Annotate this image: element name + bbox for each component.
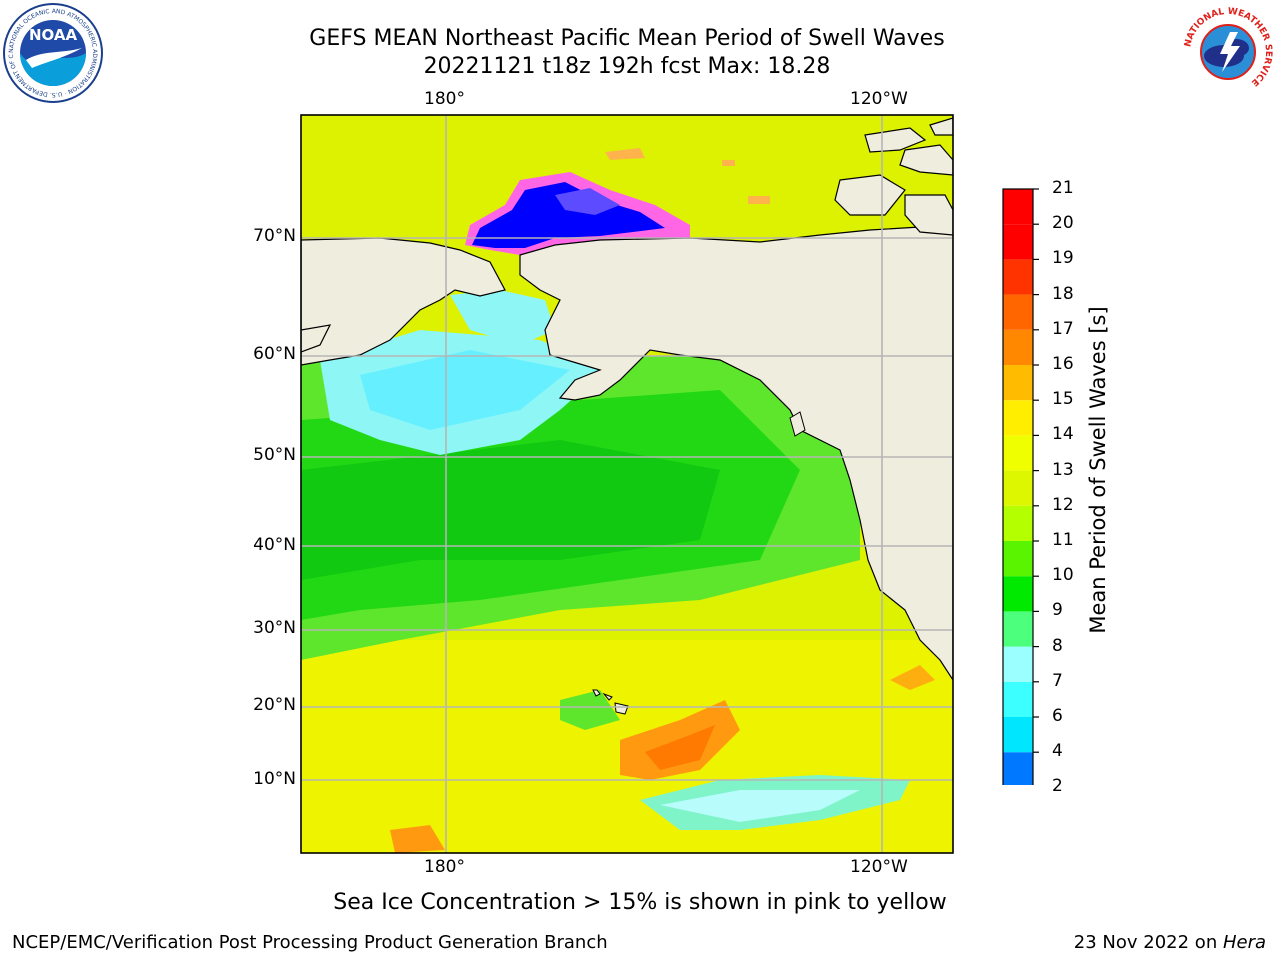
- colorbar-band: [1003, 470, 1033, 506]
- footer-date: 23 Nov 2022 on Hera: [1074, 932, 1266, 953]
- colorbar-tick-label: 15: [1052, 389, 1074, 410]
- colorbar-band: [1003, 329, 1033, 365]
- nws-logo: NATIONAL WEATHER SERVICE: [1178, 2, 1278, 106]
- colorbar-tick-label: 19: [1052, 248, 1074, 269]
- sea-ice-note: Sea Ice Concentration > 15% is shown in …: [333, 890, 947, 915]
- colorbar-band: [1003, 294, 1033, 330]
- colorbar-band: [1003, 752, 1033, 785]
- lon-label-top-120w: 120°W: [850, 89, 908, 109]
- colorbar-band: [1003, 400, 1033, 436]
- lat-label-70n: 70°N: [253, 226, 296, 246]
- colorbar-band: [1003, 717, 1033, 753]
- colorbar-tick-label: 9: [1052, 600, 1063, 621]
- colorbar-band: [1003, 505, 1033, 541]
- lat-label-40n: 40°N: [253, 535, 296, 555]
- colorbar-tick-label: 10: [1052, 565, 1074, 586]
- land-siberia: [301, 237, 506, 366]
- lon-label-bottom-180: 180°: [424, 857, 465, 877]
- map-frame: [300, 114, 954, 854]
- colorbar-tick-label: 13: [1052, 459, 1074, 480]
- colorbar-band: [1003, 259, 1033, 295]
- noaa-logo-text: NOAA: [29, 26, 78, 44]
- colorbar-band: [1003, 224, 1033, 260]
- colorbar-band: [1003, 646, 1033, 682]
- footer-host: Hera: [1222, 932, 1266, 953]
- footer-date-text: 23 Nov 2022 on: [1073, 932, 1223, 953]
- colorbar: [1002, 188, 1039, 785]
- colorbar-tick-label: 20: [1052, 213, 1074, 234]
- noaa-logo: NATIONAL OCEANIC AND ATMOSPHERIC ADMINIS…: [0, 0, 104, 108]
- colorbar-tick-label: 21: [1052, 178, 1074, 198]
- colorbar-band: [1003, 541, 1033, 577]
- arctic-low-period: [472, 182, 665, 248]
- land-hawaii: [592, 689, 601, 697]
- colorbar-band: [1003, 435, 1033, 471]
- lon-label-bottom-120w: 120°W: [850, 857, 908, 877]
- colorbar-band: [1003, 576, 1033, 612]
- lat-label-20n: 20°N: [253, 695, 296, 715]
- land-arctic-islands: [864, 127, 927, 153]
- lat-label-50n: 50°N: [253, 445, 296, 465]
- colorbar-band: [1003, 189, 1033, 225]
- colorbar-tick-label: 11: [1052, 530, 1074, 550]
- lon-label-top-180: 180°: [424, 89, 465, 109]
- footer-credit: NCEP/EMC/Verification Post Processing Pr…: [12, 932, 608, 953]
- colorbar-label: Mean Period of Swell Waves [s]: [1086, 306, 1110, 634]
- colorbar-band: [1003, 365, 1033, 401]
- colorbar-tick-label: 16: [1052, 354, 1074, 374]
- lat-label-10n: 10°N: [253, 769, 296, 789]
- chart-subtitle: 20221121 t18z 192h fcst Max: 18.28: [423, 54, 831, 79]
- chart-title: GEFS MEAN Northeast Pacific Mean Period …: [309, 26, 945, 51]
- lat-label-30n: 30°N: [253, 618, 296, 638]
- lat-label-60n: 60°N: [253, 344, 296, 364]
- colorbar-frame: [1002, 188, 1034, 785]
- grid-lines: [301, 115, 953, 853]
- colorbar-tick-label: 18: [1052, 283, 1074, 304]
- colorbar-tick-label: 8: [1052, 635, 1063, 656]
- colorbar-tick-label: 17: [1052, 318, 1074, 339]
- colorbar-tick-label: 7: [1052, 670, 1063, 691]
- colorbar-tick-label: 6: [1052, 706, 1063, 726]
- colorbar-tick-label: 14: [1052, 424, 1074, 445]
- colorbar-band: [1003, 611, 1033, 647]
- colorbar-tick-label: 12: [1052, 494, 1074, 515]
- colorbar-band: [1003, 681, 1033, 717]
- colorbar-tick-label: 4: [1052, 741, 1063, 762]
- colorbar-tick-label: 2: [1052, 776, 1063, 797]
